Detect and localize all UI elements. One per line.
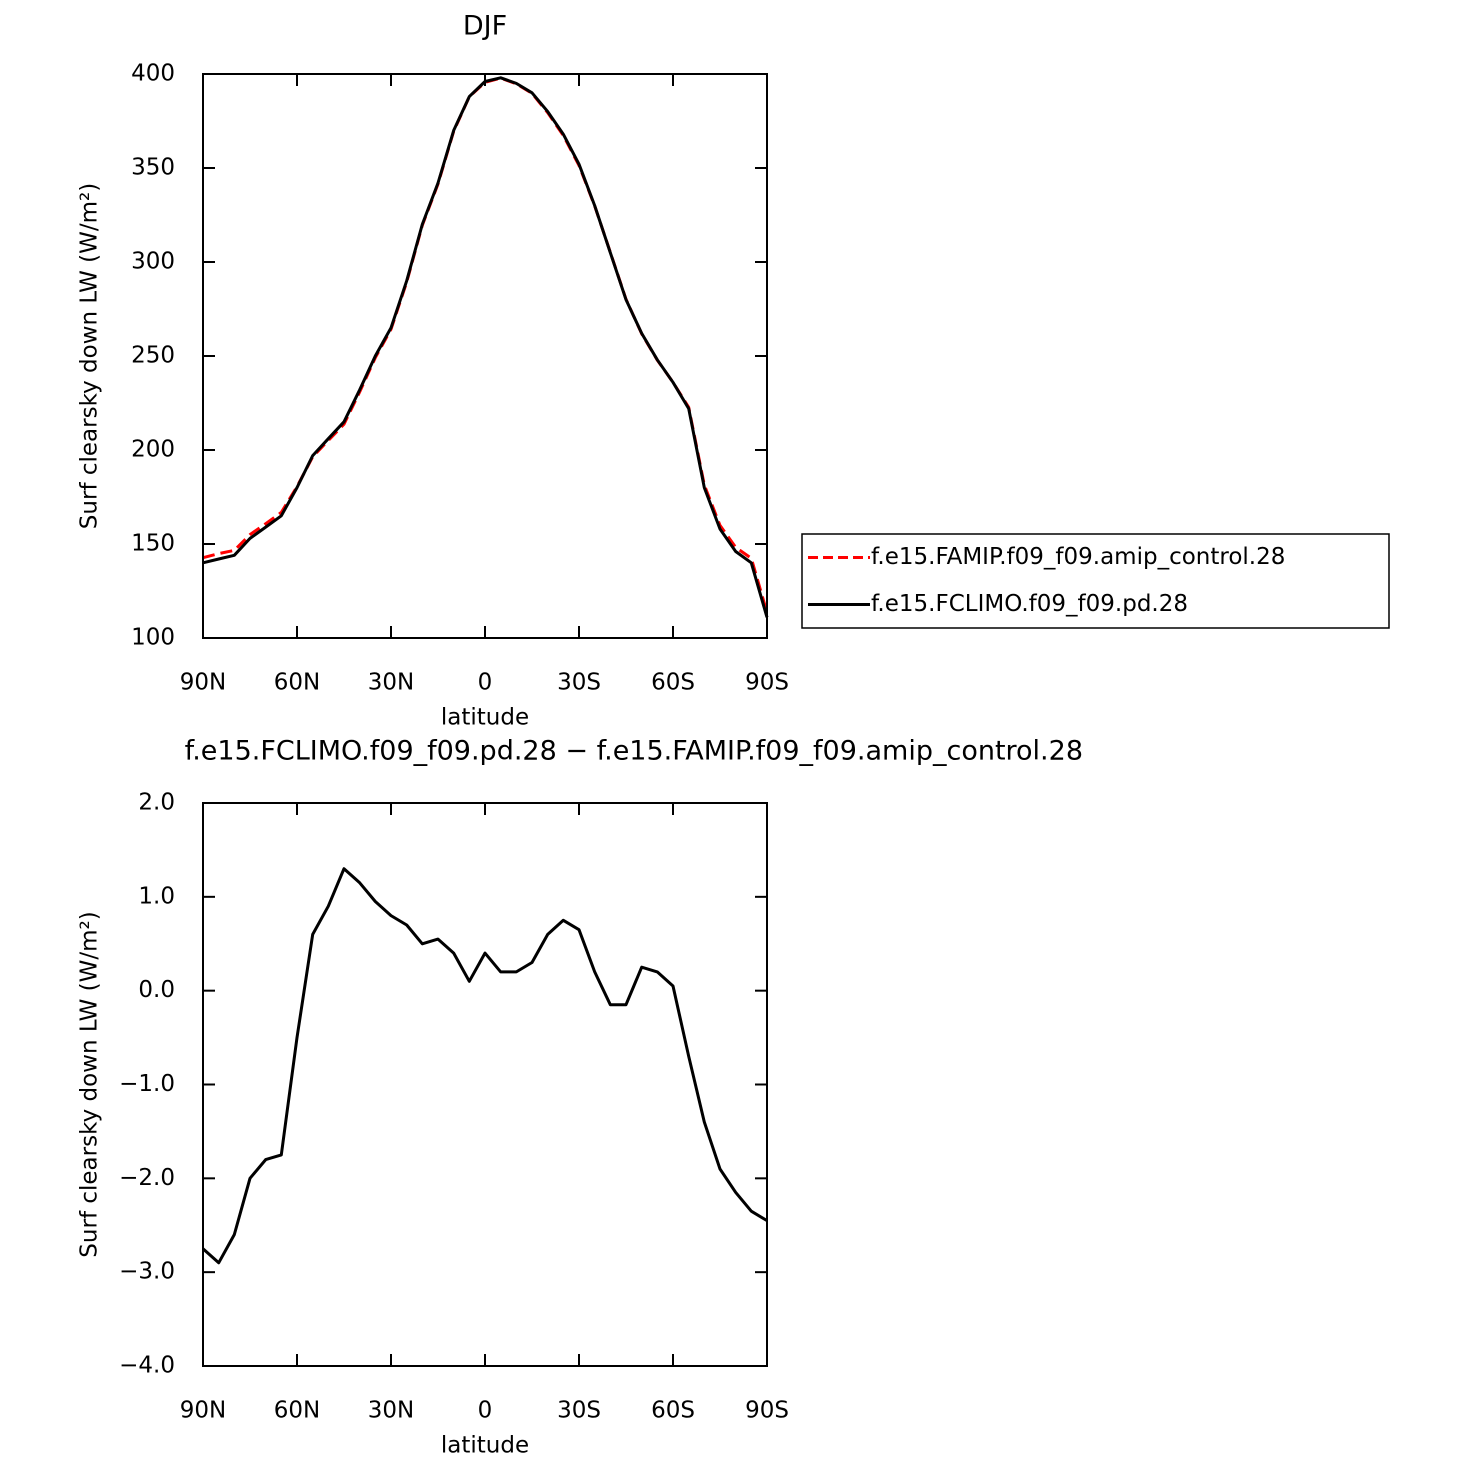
x-tick-label: 30S — [557, 670, 601, 696]
y-tick-label: 300 — [131, 249, 175, 275]
legend-label: f.e15.FCLIMO.f09_f09.pd.28 — [871, 591, 1188, 617]
y-axis-label: Surf clearsky down LW (W/m²) — [77, 183, 103, 529]
x-tick-label: 90N — [180, 670, 226, 696]
x-tick-label: 90S — [745, 1398, 789, 1424]
x-tick-label: 90S — [745, 670, 789, 696]
plot-frame — [202, 802, 768, 1367]
y-tick-label: 350 — [131, 155, 175, 181]
y-tick-label: 250 — [131, 343, 175, 369]
data-line — [202, 76, 769, 618]
y-tick-label: 100 — [131, 625, 175, 651]
y-tick-label: −4.0 — [119, 1353, 175, 1379]
x-tick-label: 0 — [478, 1398, 493, 1424]
x-axis-label: latitude — [441, 705, 529, 731]
x-tick-label: 60N — [274, 1398, 320, 1424]
y-tick-label: −3.0 — [119, 1259, 175, 1285]
y-tick-label: −2.0 — [119, 1165, 175, 1191]
y-tick-label: −1.0 — [119, 1071, 175, 1097]
x-tick-label: 30S — [557, 1398, 601, 1424]
y-tick-label: 150 — [131, 531, 175, 557]
x-tick-label: 60S — [651, 1398, 695, 1424]
x-tick-label: 30N — [368, 1398, 414, 1424]
y-tick-label: 0.0 — [138, 977, 175, 1003]
y-tick-label: 2.0 — [138, 790, 175, 816]
y-axis-label: Surf clearsky down LW (W/m²) — [77, 911, 103, 1257]
legend-box — [801, 533, 1390, 629]
y-tick-label: 1.0 — [138, 883, 175, 909]
x-tick-label: 30N — [368, 670, 414, 696]
data-line — [201, 867, 768, 1265]
chart-title: DJF — [463, 11, 507, 42]
x-tick-label: 0 — [478, 670, 493, 696]
x-tick-label: 60S — [651, 670, 695, 696]
y-tick-label: 200 — [131, 437, 175, 463]
x-tick-label: 90N — [180, 1398, 226, 1424]
y-tick-label: 400 — [131, 61, 175, 87]
x-axis-label: latitude — [441, 1433, 529, 1459]
chart-title: f.e15.FCLIMO.f09_f09.pd.28 − f.e15.FAMIP… — [185, 736, 1083, 767]
legend-label: f.e15.FAMIP.f09_f09.amip_control.28 — [871, 544, 1285, 570]
plot-frame — [202, 73, 768, 639]
data-line — [202, 76, 769, 614]
x-tick-label: 60N — [274, 670, 320, 696]
